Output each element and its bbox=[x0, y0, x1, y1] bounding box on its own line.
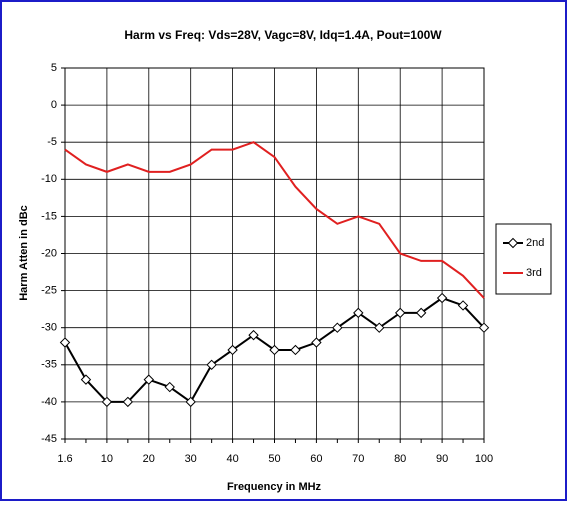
marker bbox=[101, 396, 113, 408]
x-tick-label: 70 bbox=[352, 453, 364, 465]
marker bbox=[185, 396, 196, 408]
x-tick-label: 50 bbox=[268, 453, 280, 465]
x-tick-label: 20 bbox=[143, 453, 155, 465]
marker bbox=[415, 307, 427, 319]
marker bbox=[478, 322, 490, 333]
y-tick-label: -30 bbox=[41, 322, 57, 334]
x-tick-label: 1.6 bbox=[57, 453, 72, 465]
y-tick-label: -35 bbox=[41, 359, 57, 371]
y-tick-label: -10 bbox=[41, 173, 57, 185]
x-tick-label: 40 bbox=[226, 453, 238, 465]
x-tick-label: 100 bbox=[475, 453, 493, 465]
marker bbox=[332, 322, 343, 333]
y-tick-label: -45 bbox=[41, 433, 57, 445]
marker bbox=[143, 374, 155, 385]
legend-label: 2nd bbox=[526, 237, 544, 249]
marker bbox=[206, 359, 217, 371]
y-tick-label: 0 bbox=[51, 99, 57, 111]
y-tick-label: -20 bbox=[41, 247, 57, 259]
marker bbox=[394, 307, 406, 319]
y-tick-label: 5 bbox=[51, 62, 57, 74]
marker bbox=[457, 300, 469, 311]
legend-marker bbox=[507, 237, 519, 249]
chart-title: Harm vs Freq: Vds=28V, Vagc=8V, Idq=1.4A… bbox=[124, 28, 442, 42]
marker bbox=[164, 381, 175, 393]
x-axis-title: Frequency in MHz bbox=[227, 481, 322, 493]
y-axis-title: Harm Atten in dBc bbox=[18, 205, 30, 301]
marker bbox=[374, 322, 385, 333]
legend-label: 3rd bbox=[526, 267, 542, 279]
marker bbox=[59, 337, 71, 348]
marker bbox=[269, 344, 280, 356]
x-tick-label: 10 bbox=[101, 453, 113, 465]
marker bbox=[80, 374, 92, 385]
y-tick-label: -25 bbox=[41, 285, 57, 297]
marker bbox=[227, 344, 238, 356]
series-line bbox=[64, 141, 485, 299]
x-tick-label: 30 bbox=[185, 453, 197, 465]
marker bbox=[122, 396, 134, 408]
marker bbox=[311, 337, 322, 348]
x-tick-label: 80 bbox=[394, 453, 406, 465]
legend-box bbox=[495, 223, 552, 295]
y-tick-label: -15 bbox=[41, 210, 57, 222]
marker bbox=[353, 307, 364, 319]
marker bbox=[248, 329, 259, 341]
marker bbox=[290, 344, 301, 356]
marker bbox=[436, 292, 448, 304]
y-tick-label: -40 bbox=[41, 396, 57, 408]
x-tick-label: 60 bbox=[310, 453, 322, 465]
y-tick-label: -5 bbox=[47, 136, 57, 148]
x-tick-label: 90 bbox=[436, 453, 448, 465]
